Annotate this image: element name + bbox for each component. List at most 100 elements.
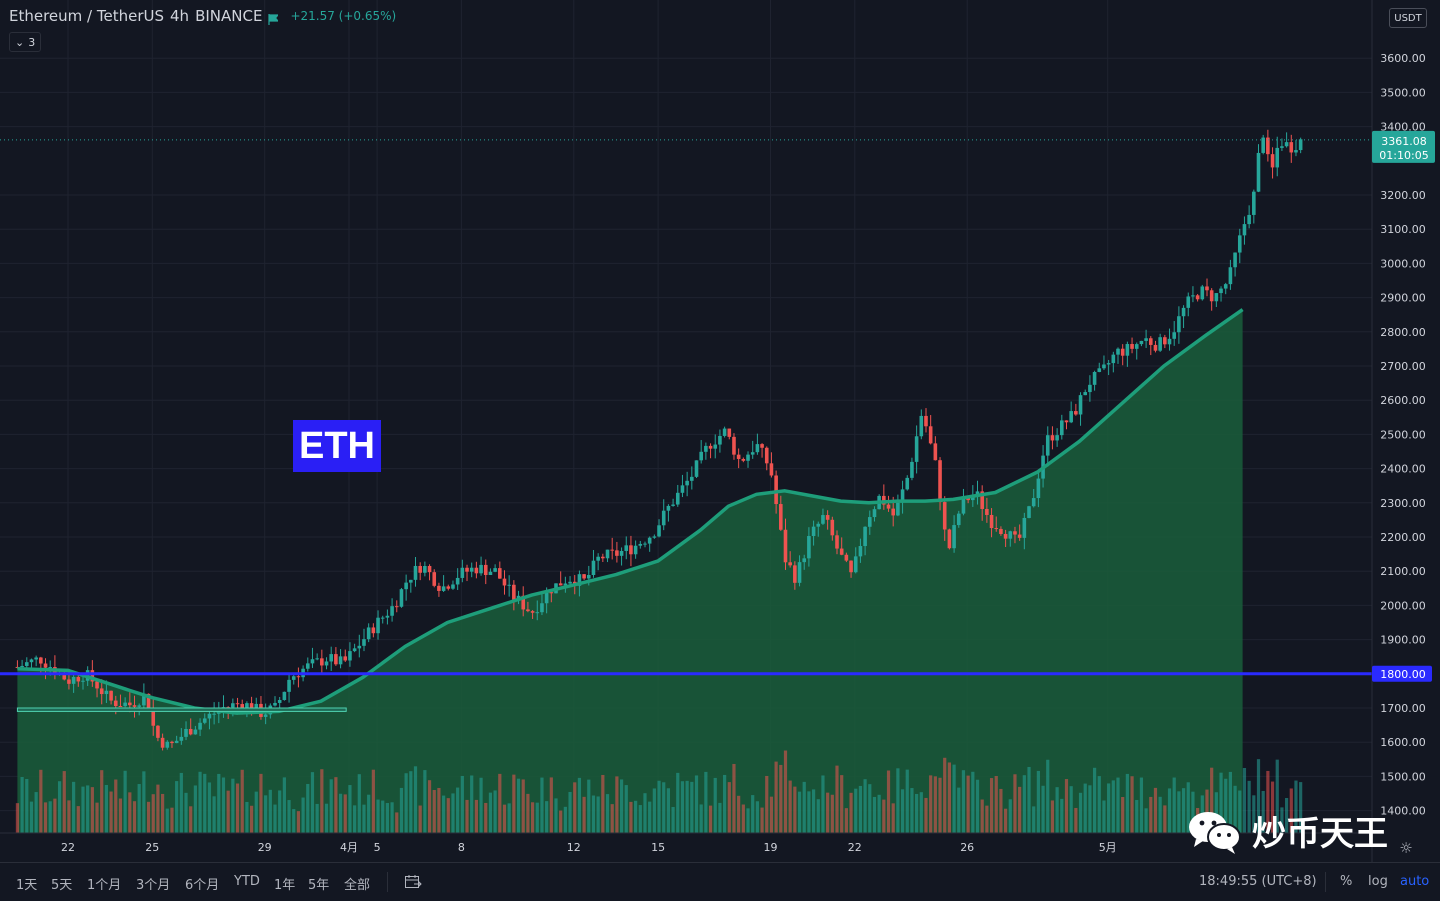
clock-time[interactable]: 18:49:55 (UTC+8) <box>1199 874 1317 889</box>
percent-toggle[interactable]: % <box>1340 874 1353 889</box>
volume-bar <box>390 802 394 833</box>
volume-bar <box>1299 782 1303 833</box>
candle-body <box>338 656 343 665</box>
volume-bar <box>432 789 436 833</box>
range-1m[interactable]: 1个月 <box>87 878 122 893</box>
volume-bar <box>708 805 713 833</box>
volume-bar <box>226 790 230 833</box>
volume-bar <box>1144 808 1148 833</box>
candle-body <box>1205 286 1209 291</box>
candle-body <box>324 661 329 666</box>
volume-bar <box>568 791 572 833</box>
range-1d[interactable]: 1天 <box>16 878 38 893</box>
volume-bar <box>526 793 530 833</box>
candle-body <box>460 567 465 578</box>
candle-body <box>483 564 488 575</box>
volume-bar <box>835 765 839 833</box>
time-axis[interactable]: 22 25 29 4月 5 8 12 15 19 22 26 5月 ☼ <box>0 832 1413 857</box>
candle-body <box>1116 348 1120 355</box>
volume-bar <box>81 786 85 833</box>
currency-badge[interactable]: USDT <box>1389 8 1427 28</box>
candle-body <box>1083 392 1088 396</box>
candle-body <box>568 581 572 584</box>
candle-body <box>1280 146 1284 148</box>
range-6m[interactable]: 6个月 <box>185 878 220 893</box>
candle-body <box>1134 344 1139 349</box>
volume-bar <box>95 802 99 833</box>
candle-body <box>867 517 872 527</box>
volume-bar <box>1018 786 1022 833</box>
volume-bar <box>395 812 399 833</box>
volume-bar <box>442 795 446 833</box>
candle-body <box>999 528 1003 534</box>
candle-body <box>760 444 764 448</box>
candle-body <box>165 741 170 748</box>
candle-body <box>624 545 629 551</box>
candle-body <box>863 526 867 547</box>
range-all[interactable]: 全部 <box>344 878 371 893</box>
candle-body <box>1242 224 1247 236</box>
volume-bar <box>830 794 834 833</box>
volume-bar <box>1041 785 1045 833</box>
candle-body <box>736 454 741 459</box>
candle-body <box>20 665 24 668</box>
volume-bar <box>367 794 371 833</box>
volume-bar <box>170 807 174 833</box>
volume-bar <box>418 805 422 833</box>
indicator-collapse-button[interactable]: ⌄ 3 <box>9 32 42 52</box>
last-price-badge <box>1372 130 1435 163</box>
volume-bar <box>292 809 296 833</box>
candle-body <box>1045 435 1050 456</box>
volume-bar <box>1172 777 1176 833</box>
candle-body <box>282 691 287 701</box>
candle-body <box>198 722 202 730</box>
log-toggle[interactable]: log <box>1368 874 1388 889</box>
range-1y[interactable]: 1年 <box>274 878 296 893</box>
goto-date-icon[interactable] <box>404 874 422 894</box>
volume-bar <box>1050 800 1055 833</box>
eth-annotation[interactable]: ETH <box>293 420 381 472</box>
candle-body <box>498 568 502 579</box>
candle-body <box>540 603 544 613</box>
auto-toggle[interactable]: auto <box>1400 874 1430 889</box>
volume-bar <box>1289 788 1293 833</box>
candle-body <box>385 615 390 618</box>
volume-bar <box>1163 805 1167 833</box>
candle-body <box>1078 395 1083 415</box>
candle-body <box>29 659 34 663</box>
volume-bar <box>470 775 474 833</box>
price-tick-label: 2100.00 <box>1380 565 1426 578</box>
range-5d[interactable]: 5天 <box>51 878 73 893</box>
candle-body <box>1191 295 1195 297</box>
price-tick-label: 3200.00 <box>1380 189 1426 202</box>
volume-bar <box>268 789 272 833</box>
candle-body <box>713 444 718 449</box>
range-3m[interactable]: 3个月 <box>136 878 171 893</box>
candle-body <box>947 529 952 549</box>
volume-bar <box>652 788 656 833</box>
price-tick-label: 3600.00 <box>1380 52 1426 65</box>
volume-bar <box>446 798 450 833</box>
candle-body <box>413 565 418 580</box>
volume-bar <box>109 791 113 833</box>
volume-bar <box>676 772 680 833</box>
candle-body <box>1195 295 1200 300</box>
candle-body <box>296 676 301 678</box>
range-ytd[interactable]: YTD <box>234 874 260 889</box>
volume-bar <box>1228 771 1233 833</box>
candle-body <box>376 617 380 634</box>
volume-bar <box>1135 799 1139 833</box>
range-5y[interactable]: 5年 <box>308 878 330 893</box>
candle-body <box>128 702 132 706</box>
symbol-legend[interactable]: Ethereum / TetherUS 4h BINANCE +21.57 (+… <box>9 7 396 25</box>
volume-bar <box>535 802 539 833</box>
volume-bar <box>1008 799 1012 833</box>
price-tick-label: 3000.00 <box>1380 257 1426 270</box>
volume-bar <box>769 796 774 833</box>
volume-bar <box>137 784 141 833</box>
price-chart[interactable]: 3600.00 3500.00 3400.00 3200.00 3100.00 3000.… <box>0 0 1440 862</box>
price-axis[interactable]: 3600.00 3500.00 3400.00 3200.00 3100.00 3000.… <box>1371 0 1435 862</box>
volume-bar <box>854 788 858 833</box>
candle-body <box>90 670 95 682</box>
candle-body <box>1125 344 1130 356</box>
